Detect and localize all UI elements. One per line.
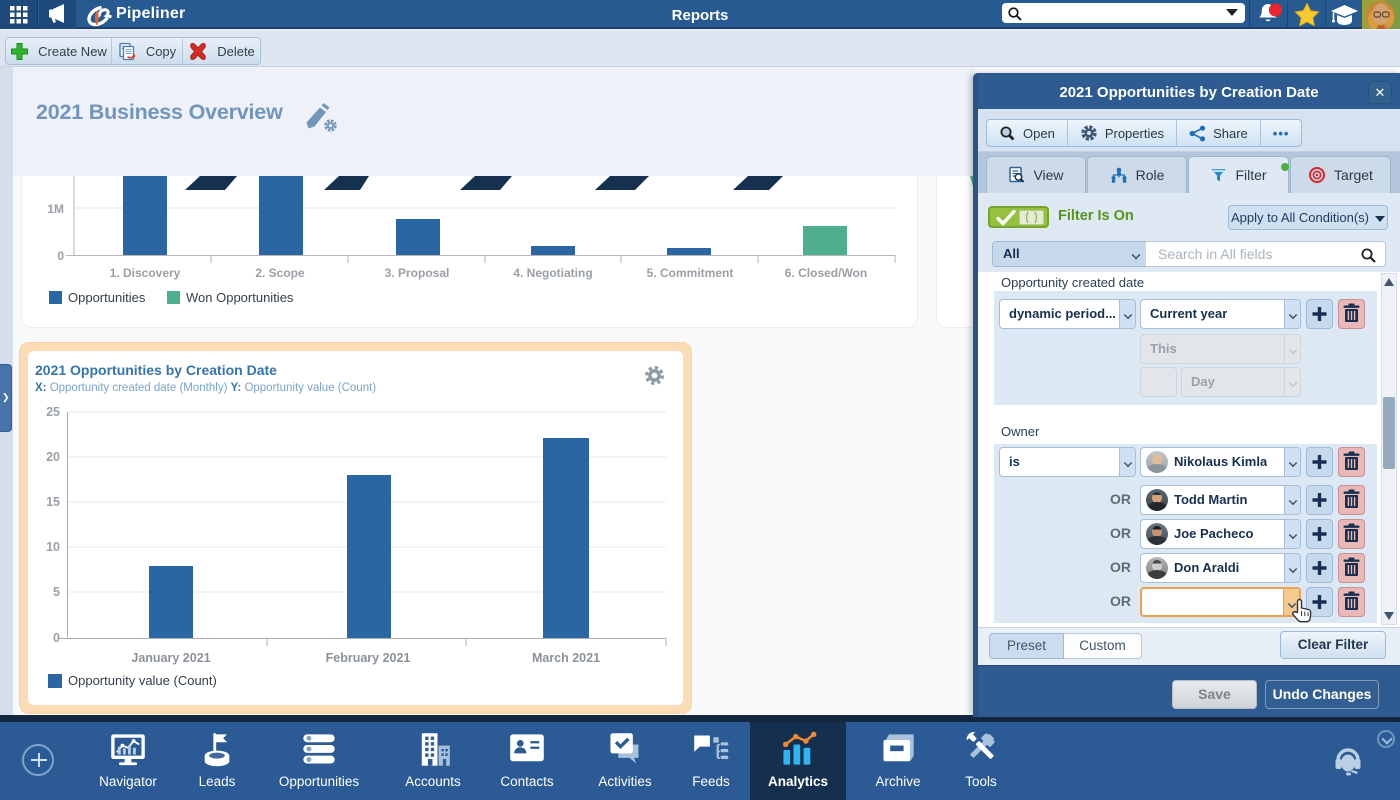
svg-text:Opportunities: Opportunities <box>68 290 146 305</box>
svg-text:15: 15 <box>46 495 60 509</box>
svg-text:5. Commitment: 5. Commitment <box>647 266 734 280</box>
svg-text:6. Closed/Won: 6. Closed/Won <box>785 266 867 280</box>
svg-text:Won Opportunities: Won Opportunities <box>186 290 294 305</box>
svg-text:1M: 1M <box>47 202 64 216</box>
svg-text:1. Discovery: 1. Discovery <box>110 266 181 280</box>
svg-text:January 2021: January 2021 <box>131 651 210 665</box>
svg-text:3. Proposal: 3. Proposal <box>385 266 450 280</box>
svg-text:March 2021: March 2021 <box>532 651 600 665</box>
svg-text:20: 20 <box>46 450 60 464</box>
svg-text:0: 0 <box>57 249 64 263</box>
svg-text:25: 25 <box>46 405 60 419</box>
svg-text:5: 5 <box>53 585 60 599</box>
svg-text:0: 0 <box>53 631 60 645</box>
svg-text:4. Negotiating: 4. Negotiating <box>513 266 592 280</box>
svg-text:February 2021: February 2021 <box>326 651 411 665</box>
svg-text:10: 10 <box>46 540 60 554</box>
svg-text:Opportunity value (Count): Opportunity value (Count) <box>68 673 217 688</box>
svg-text:2. Scope: 2. Scope <box>255 266 305 280</box>
